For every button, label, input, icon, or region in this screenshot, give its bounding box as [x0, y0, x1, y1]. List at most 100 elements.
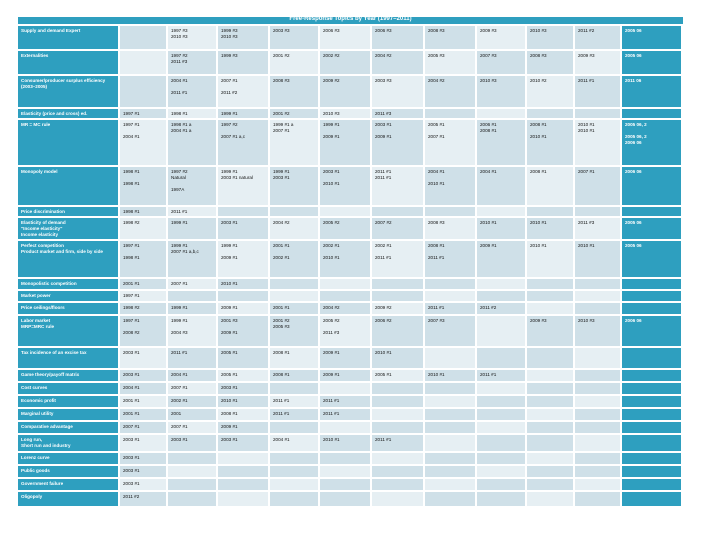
summary-cell: [622, 370, 681, 381]
year-cell: [270, 279, 318, 289]
year-cell: 2010 #1: [372, 348, 423, 368]
year-cell: [320, 479, 370, 490]
summary-cell: [622, 435, 681, 451]
year-cell: 2011 #3: [575, 218, 620, 239]
year-cell: [270, 466, 318, 477]
year-cell: 2010 #1: [218, 396, 268, 407]
year-cell: [320, 291, 370, 301]
year-cell: 1997 #2 Natural 1997A: [168, 167, 216, 205]
row-topic-label: Consumer/producer surplus efficiency (20…: [18, 76, 118, 107]
row-topic-label: Cost curves: [18, 383, 118, 394]
year-cell: [477, 466, 525, 477]
year-cell: 2005 #2 2011 #3: [320, 316, 370, 346]
year-cell: [168, 453, 216, 464]
year-cell: 2010 #3: [320, 109, 370, 118]
year-cell: 2003 #1: [120, 479, 166, 490]
year-cell: [425, 479, 475, 490]
summary-cell: 2006 06: [622, 316, 681, 346]
table-row: Cost curves 2004 #1 2007 #1 2003 #1: [18, 383, 683, 394]
year-cell: [425, 435, 475, 451]
year-cell: 2007 #1: [168, 422, 216, 433]
year-cell: 2010 #1: [527, 241, 573, 277]
summary-cell: [622, 466, 681, 477]
summary-cell: [622, 396, 681, 407]
year-cell: 2005 #1 2007 #1: [425, 120, 475, 165]
table-row: Consumer/producer surplus efficiency (20…: [18, 76, 683, 107]
row-topic-label: Economic profit: [18, 396, 118, 407]
year-cell: [218, 291, 268, 301]
year-cell: [320, 453, 370, 464]
row-topic-label: Monopoly model: [18, 167, 118, 205]
year-cell: 2011 #1: [168, 348, 216, 368]
row-topic-label: Labor market MRP=MRC rule: [18, 316, 118, 346]
year-cell: [527, 422, 573, 433]
year-cell: [372, 453, 423, 464]
year-cell: [575, 291, 620, 301]
year-cell: 1999 #1 2007 #1 a,b,c: [168, 241, 216, 277]
year-cell: 2011 #2: [120, 492, 166, 506]
table-row: Perfect competition Product market and f…: [18, 241, 683, 277]
year-cell: [270, 207, 318, 216]
summary-cell: 2005 06: [622, 26, 681, 49]
year-cell: 2007 #1: [168, 279, 216, 289]
year-cell: [527, 492, 573, 506]
table-row: Monopolistic competition 2001 #1 2007 #1 20…: [18, 279, 683, 289]
year-cell: [575, 409, 620, 420]
year-cell: 2003 #3: [372, 76, 423, 107]
year-cell: 2005 #2: [320, 218, 370, 239]
year-cell: 2001 #1 2002 #1: [270, 241, 318, 277]
year-cell: 1998 #1: [168, 109, 216, 118]
year-cell: [575, 207, 620, 216]
year-cell: [425, 383, 475, 394]
year-cell: [168, 466, 216, 477]
year-cell: 2008 #1: [270, 370, 318, 381]
row-topic-label: Public goods: [18, 466, 118, 477]
summary-cell: [622, 492, 681, 506]
year-cell: 2003 #1: [120, 453, 166, 464]
year-cell: 1997 #1 2004 #1: [120, 120, 166, 165]
year-cell: 2010 #3: [477, 76, 525, 107]
year-cell: [425, 348, 475, 368]
year-cell: 2003 #1: [120, 466, 166, 477]
year-cell: 2005 #1: [218, 348, 268, 368]
year-cell: 2003 #1: [120, 370, 166, 381]
year-cell: [218, 466, 268, 477]
year-cell: [575, 422, 620, 433]
table-row: Tax incidence of an excise tax 2003 #1 201…: [18, 348, 683, 368]
summary-cell: 2005 06: [622, 241, 681, 277]
year-cell: [477, 492, 525, 506]
row-topic-label: Price ceilings/floors: [18, 303, 118, 314]
row-topic-label: Externalities: [18, 51, 118, 74]
year-cell: [425, 453, 475, 464]
year-cell: 2011 #1: [320, 409, 370, 420]
year-cell: 2004 #1 2010 #1: [425, 167, 475, 205]
year-cell: 2003 #1 2010 #1: [320, 167, 370, 205]
year-cell: 2011 #1: [372, 435, 423, 451]
year-cell: 2001: [168, 409, 216, 420]
year-cell: [477, 435, 525, 451]
table-row: Labor market MRP=MRC rule 1997 #1 2008 #2…: [18, 316, 683, 346]
year-cell: 2005 #1: [372, 370, 423, 381]
year-cell: 2003 #1: [120, 348, 166, 368]
year-cell: [527, 279, 573, 289]
year-cell: [218, 492, 268, 506]
year-cell: 2011 #1: [425, 303, 475, 314]
summary-cell: 2006 06: [622, 167, 681, 205]
row-topic-label: Government failure: [18, 479, 118, 490]
year-cell: [425, 291, 475, 301]
row-topic-label: Supply and demand Expert: [18, 26, 118, 49]
table-row: Long run, Short run and industry 2003 #1 2…: [18, 435, 683, 451]
year-cell: [320, 383, 370, 394]
year-cell: 2010 #1 2010 #1: [575, 120, 620, 165]
year-cell: 2006 #3: [320, 26, 370, 49]
row-topic-label: Elasticity of demand "Income elasticity"…: [18, 218, 118, 239]
year-cell: [425, 109, 475, 118]
year-cell: [527, 348, 573, 368]
year-cell: 1998 #2: [120, 218, 166, 239]
year-cell: 2001 #2 2005 #3: [270, 316, 318, 346]
table-row: Marginal utility 2001 #1 2001 2008 #1 2011 #…: [18, 409, 683, 420]
year-cell: 2004 #2: [372, 51, 423, 74]
year-cell: [320, 279, 370, 289]
year-cell: 2009 #1: [218, 422, 268, 433]
year-cell: 2008 #1: [218, 409, 268, 420]
